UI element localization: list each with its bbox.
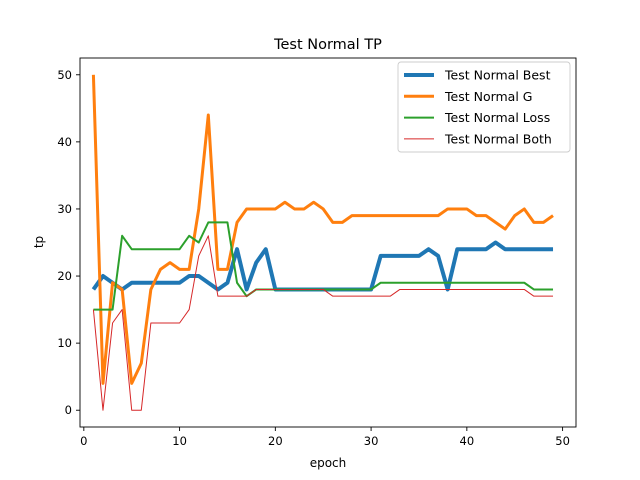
- series-lines: [91, 74, 554, 411]
- y-tick-label: 30: [57, 202, 72, 216]
- y-tick-label: 40: [57, 135, 72, 149]
- y-axis-ticks: 0 10 20 30 40 50: [57, 68, 80, 417]
- plot-area-frame: [79, 57, 577, 428]
- x-tick-label: 40: [460, 434, 475, 448]
- x-tick-label: 10: [172, 434, 187, 448]
- legend-entry-label: Test Normal Best: [444, 68, 551, 83]
- y-tick-label: 0: [65, 403, 72, 417]
- legend-entry-label: Test Normal Both: [444, 131, 552, 146]
- chart-title: Test Normal TP: [273, 37, 382, 53]
- x-axis-label: epoch: [310, 456, 347, 470]
- y-axis-label: tp: [32, 236, 46, 248]
- series-line: [92, 235, 554, 411]
- y-tick-label: 50: [57, 68, 72, 82]
- y-tick-label: 10: [57, 336, 72, 350]
- x-tick-label: 0: [80, 434, 87, 448]
- x-tick-label: 50: [555, 434, 570, 448]
- legend-entry-label: Test Normal G: [444, 89, 532, 104]
- x-axis-ticks: 0 10 20 30 40 50: [80, 427, 570, 448]
- series-line: [91, 74, 554, 385]
- x-tick-label: 30: [364, 434, 379, 448]
- y-tick-label: 20: [57, 269, 72, 283]
- legend: Test Normal Best Test Normal G Test Normal…: [397, 61, 571, 153]
- legend-entry-label: Test Normal Loss: [444, 110, 550, 125]
- x-tick-label: 20: [268, 434, 283, 448]
- legend-box: [397, 61, 571, 153]
